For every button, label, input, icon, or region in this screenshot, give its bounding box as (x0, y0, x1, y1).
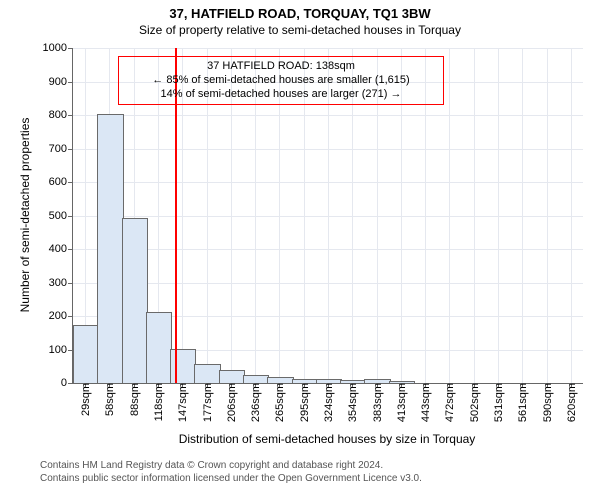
footer-attribution: Contains HM Land Registry data © Crown c… (40, 460, 422, 485)
page-sub-title: Size of property relative to semi-detach… (0, 21, 600, 37)
gridline-v (571, 48, 572, 383)
plot-area: 0100200300400500600700800900100029sqm58s… (72, 48, 583, 384)
footer-line: Contains HM Land Registry data © Crown c… (40, 460, 422, 473)
bar (243, 375, 269, 383)
ytick-label: 700 (49, 143, 73, 155)
xtick-label: 118sqm (151, 383, 165, 421)
xtick-label: 443sqm (418, 383, 432, 422)
xtick-label: 354sqm (345, 383, 359, 422)
ytick-label: 200 (49, 310, 73, 322)
bar (73, 325, 99, 383)
ytick-label: 100 (49, 344, 73, 356)
bar (219, 370, 245, 383)
xtick-label: 236sqm (248, 383, 262, 422)
ytick-label: 1000 (43, 42, 73, 54)
xtick-label: 472sqm (442, 383, 456, 422)
ytick-label: 800 (49, 109, 73, 121)
xtick-label: 413sqm (394, 383, 408, 422)
chart-container: 37, HATFIELD ROAD, TORQUAY, TQ1 3BW Size… (0, 0, 600, 500)
gridline-v (449, 48, 450, 383)
ytick-label: 500 (49, 210, 73, 222)
ytick-label: 400 (49, 243, 73, 255)
gridline-v (474, 48, 475, 383)
footer-line: Contains public sector information licen… (40, 473, 422, 486)
xtick-label: 590sqm (540, 383, 554, 422)
xtick-label: 147sqm (175, 383, 189, 422)
bar (122, 218, 148, 383)
ytick-label: 600 (49, 176, 73, 188)
xtick-label: 58sqm (102, 383, 116, 416)
xtick-label: 177sqm (200, 383, 214, 422)
page-super-title: 37, HATFIELD ROAD, TORQUAY, TQ1 3BW (0, 0, 600, 21)
x-axis-label: Distribution of semi-detached houses by … (179, 432, 476, 446)
xtick-label: 561sqm (515, 383, 529, 422)
gridline-v (498, 48, 499, 383)
xtick-label: 324sqm (321, 383, 335, 422)
bar (146, 312, 172, 383)
xtick-label: 383sqm (370, 383, 384, 422)
xtick-label: 620sqm (564, 383, 578, 422)
xtick-label: 206sqm (224, 383, 238, 422)
ytick-label: 0 (61, 377, 73, 389)
xtick-label: 265sqm (272, 383, 286, 422)
xtick-label: 295sqm (297, 383, 311, 422)
gridline-v (522, 48, 523, 383)
bar (194, 364, 220, 383)
xtick-label: 502sqm (467, 383, 481, 422)
ytick-label: 300 (49, 277, 73, 289)
xtick-label: 88sqm (127, 383, 141, 416)
ytick-label: 900 (49, 76, 73, 88)
y-axis-label: Number of semi-detached properties (18, 118, 32, 313)
xtick-label: 29sqm (78, 383, 92, 416)
annotation-box: 37 HATFIELD ROAD: 138sqm← 85% of semi-de… (118, 56, 444, 105)
annotation-line: ← 85% of semi-detached houses are smalle… (125, 74, 437, 88)
gridline-v (547, 48, 548, 383)
xtick-label: 531sqm (491, 383, 505, 422)
annotation-line: 37 HATFIELD ROAD: 138sqm (125, 60, 437, 74)
annotation-line: 14% of semi-detached houses are larger (… (125, 88, 437, 102)
bar (97, 114, 123, 383)
